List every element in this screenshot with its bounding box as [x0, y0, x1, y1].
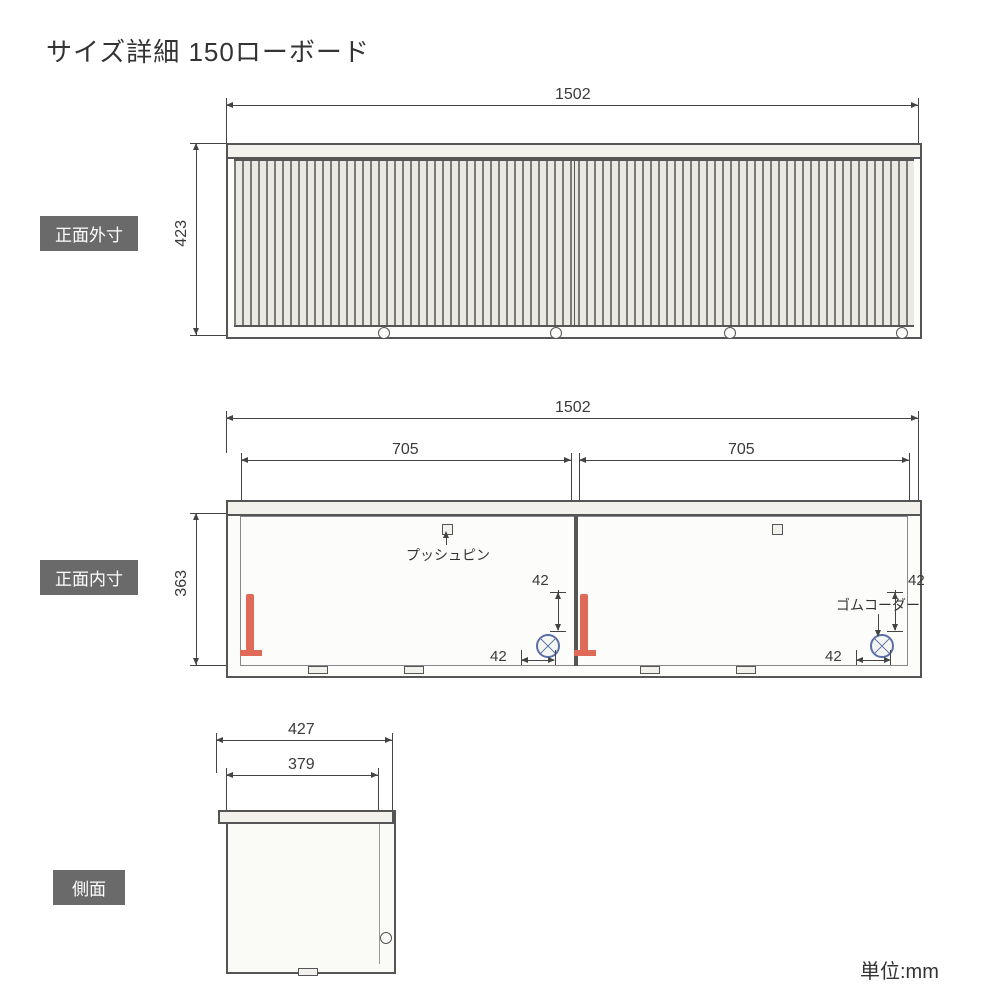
side-drawing — [226, 810, 396, 974]
dim-side-inner: 379 — [288, 756, 315, 774]
unit-label: 単位:mm — [860, 955, 939, 984]
callout-rubber-corder: ゴムコーダー — [836, 595, 920, 615]
dim-fi-comp1: 705 — [392, 441, 419, 459]
front-inner-drawing — [226, 500, 922, 678]
dim-fo-width-line — [226, 105, 918, 106]
dim-fi-comp2: 705 — [728, 441, 755, 459]
dim-fi-height-line — [196, 513, 197, 665]
dim-side-outer-line — [216, 740, 392, 741]
callout-push-pin: プッシュピン — [406, 545, 490, 565]
page-title: サイズ詳細 150ローボード — [46, 32, 370, 69]
label-side: 側面 — [53, 870, 125, 905]
dim-hole-42-a: 42 — [532, 572, 549, 589]
push-pin-icon — [772, 524, 783, 535]
label-front-inner: 正面内寸 — [40, 560, 138, 595]
dim-fi-width-line — [226, 418, 918, 419]
dim-hole-42-d: 42 — [825, 648, 842, 665]
dim-side-outer: 427 — [288, 721, 315, 739]
dim-fi-width: 1502 — [555, 399, 591, 417]
dim-fo-height: 423 — [173, 220, 191, 247]
dim-fo-height-line — [196, 143, 197, 335]
dim-side-inner-line — [226, 775, 378, 776]
front-outer-drawing — [226, 143, 922, 339]
dim-hole-42-c: 42 — [908, 572, 925, 589]
dim-fo-width: 1502 — [555, 86, 591, 104]
cord-hole-icon — [536, 634, 560, 658]
dim-hole-42-b: 42 — [490, 648, 507, 665]
label-front-outer: 正面外寸 — [40, 216, 138, 251]
dim-fi-height: 363 — [173, 570, 191, 597]
